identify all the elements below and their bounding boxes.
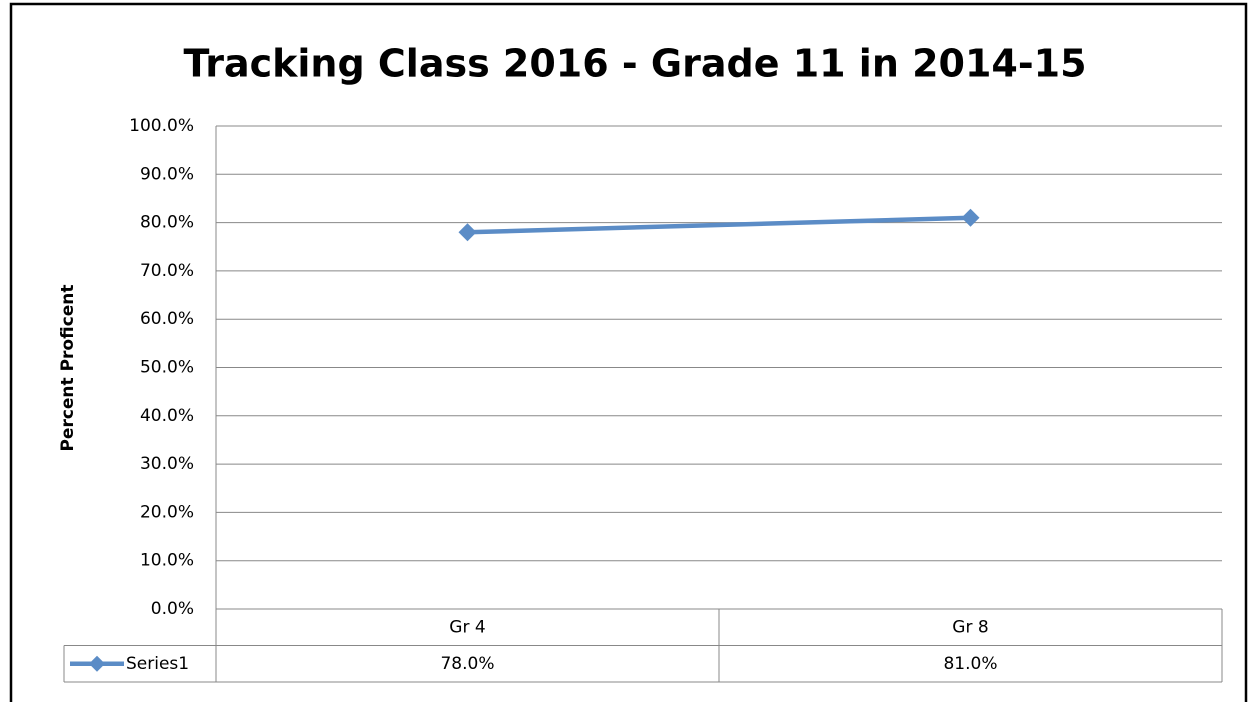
chart-frame (9, 2, 1248, 702)
y-axis-label: Percent Proficent (58, 284, 78, 451)
y-tick-label: 10.0% (140, 551, 194, 571)
y-tick-label: 90.0% (140, 164, 194, 184)
y-tick-label: 30.0% (140, 454, 194, 474)
y-tick-label: 60.0% (140, 309, 194, 329)
y-tick-label: 100.0% (129, 116, 194, 136)
y-tick-label: 80.0% (140, 213, 194, 233)
chart-title: Tracking Class 2016 - Grade 11 in 2014-1… (183, 42, 1086, 86)
y-tick-label: 20.0% (140, 502, 194, 522)
x-tick-label: Gr 4 (449, 617, 485, 637)
marker (458, 223, 477, 242)
x-tick-label: Gr 8 (952, 617, 988, 637)
series-line (467, 215, 971, 235)
y-tick-label: 70.0% (140, 261, 194, 281)
y-tick-label: 0.0% (151, 599, 194, 619)
table-value: 81.0% (943, 654, 997, 674)
y-tick-label: 50.0% (140, 358, 194, 378)
marker (961, 208, 980, 227)
legend-marker (89, 655, 105, 672)
table-value: 78.0% (440, 654, 494, 674)
y-tick-label: 40.0% (140, 406, 194, 426)
legend-label: Series1 (126, 654, 189, 674)
